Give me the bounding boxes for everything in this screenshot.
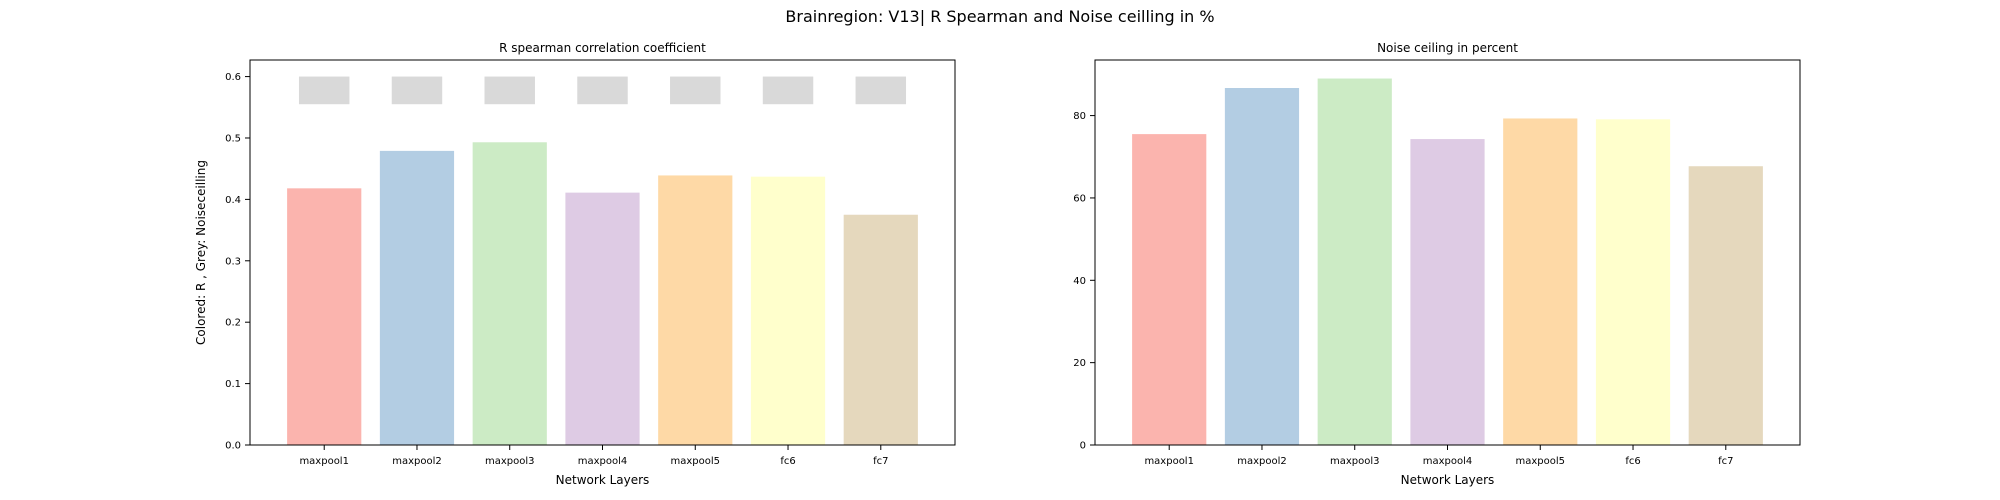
x-tick-label: maxpool1 xyxy=(1144,456,1194,467)
panel-title: R spearman correlation coefficient xyxy=(499,41,706,55)
panel-title: Noise ceiling in percent xyxy=(1377,41,1518,55)
noise-ceiling-box-fc7 xyxy=(855,76,907,105)
x-tick-label: maxpool5 xyxy=(1516,456,1566,467)
y-tick-label: 0.2 xyxy=(225,318,241,329)
y-tick-label: 0.0 xyxy=(225,441,241,452)
x-tick-label: fc6 xyxy=(780,456,795,467)
noise-ceiling-box-maxpool3 xyxy=(484,76,535,105)
y-tick-label: 60 xyxy=(1073,193,1086,204)
noise-ceiling-box-maxpool5 xyxy=(670,76,721,105)
bar-fc6 xyxy=(750,176,826,445)
y-tick-label: 80 xyxy=(1073,111,1086,122)
bar-maxpool3 xyxy=(1317,78,1392,445)
y-tick-label: 0.4 xyxy=(225,195,241,206)
noise-ceiling-box-fc6 xyxy=(762,76,814,105)
bar-fc6 xyxy=(1595,119,1671,445)
x-tick-label: maxpool3 xyxy=(1330,456,1380,467)
x-tick-label: maxpool1 xyxy=(299,456,349,467)
x-tick-label: fc7 xyxy=(873,456,888,467)
x-tick-label: fc6 xyxy=(1625,456,1640,467)
x-tick-label: maxpool4 xyxy=(1423,456,1473,467)
x-axis-label: Network Layers xyxy=(1401,473,1495,487)
x-axis-label: Network Layers xyxy=(556,473,650,487)
x-tick-label: maxpool3 xyxy=(485,456,535,467)
y-tick-label: 0.5 xyxy=(225,133,241,144)
bar-maxpool1 xyxy=(287,188,362,446)
y-tick-label: 40 xyxy=(1073,276,1086,287)
chart-panel-noise-ceiling: 0 20 40 60 80 maxpool1 maxpool2 maxpool3 maxpool… xyxy=(1073,41,1801,487)
bar-maxpool1 xyxy=(1132,134,1207,445)
bar-maxpool2 xyxy=(1224,88,1300,445)
x-tick-label: maxpool5 xyxy=(671,456,721,467)
x-tick-label: fc7 xyxy=(1718,456,1733,467)
x-tick-label: maxpool4 xyxy=(578,456,628,467)
bar-maxpool4 xyxy=(1410,139,1485,445)
chart-panel-r-spearman: 0.0 0.1 0.2 0.3 0.4 0.5 0.6 maxpool1 maxpool2 max… xyxy=(194,41,956,487)
x-tick-label: maxpool2 xyxy=(1237,456,1287,467)
bar-fc7 xyxy=(843,214,918,445)
bar-maxpool2 xyxy=(379,150,455,445)
bar-maxpool3 xyxy=(472,142,547,445)
figure-suptitle: Brainregion: V13| R Spearman and Noise c… xyxy=(785,7,1214,26)
y-tick-label: 0.6 xyxy=(225,72,241,83)
y-tick-label: 20 xyxy=(1073,358,1086,369)
y-tick-label: 0 xyxy=(1080,441,1086,452)
y-tick-label: 0.1 xyxy=(225,379,241,390)
noise-ceiling-box-maxpool2 xyxy=(391,76,443,105)
bar-fc7 xyxy=(1688,166,1763,445)
bar-maxpool4 xyxy=(565,192,640,445)
y-tick-label: 0.3 xyxy=(225,256,241,267)
x-tick-label: maxpool2 xyxy=(392,456,442,467)
bar-maxpool5 xyxy=(1503,118,1578,446)
y-axis-label: Colored: R , Grey: Noiseceilling xyxy=(194,160,208,345)
noise-ceiling-box-maxpool4 xyxy=(577,76,628,105)
bar-maxpool5 xyxy=(658,175,733,445)
noise-ceiling-box-maxpool1 xyxy=(298,76,350,105)
